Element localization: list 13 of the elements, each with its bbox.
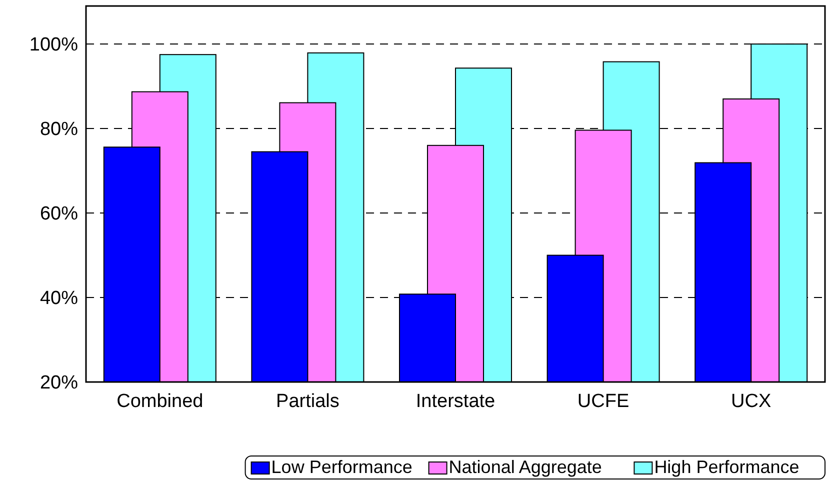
y-tick-label: 40% xyxy=(40,288,78,310)
legend-label: National Aggregate xyxy=(448,457,602,477)
y-tick-label: 60% xyxy=(40,204,78,225)
legend-label: High Performance xyxy=(654,457,800,477)
x-tick-label: Partials xyxy=(276,391,340,412)
legend-label: Low Performance xyxy=(271,457,412,477)
x-tick-label: Interstate xyxy=(416,391,496,412)
y-tick-label: 80% xyxy=(40,119,78,140)
x-tick-label: UCX xyxy=(731,391,772,412)
y-tick-label: 20% xyxy=(40,372,78,394)
x-tick-label: Combined xyxy=(116,391,204,412)
x-tick-label: UCFE xyxy=(577,391,630,412)
y-tick-label: 100% xyxy=(29,34,78,56)
